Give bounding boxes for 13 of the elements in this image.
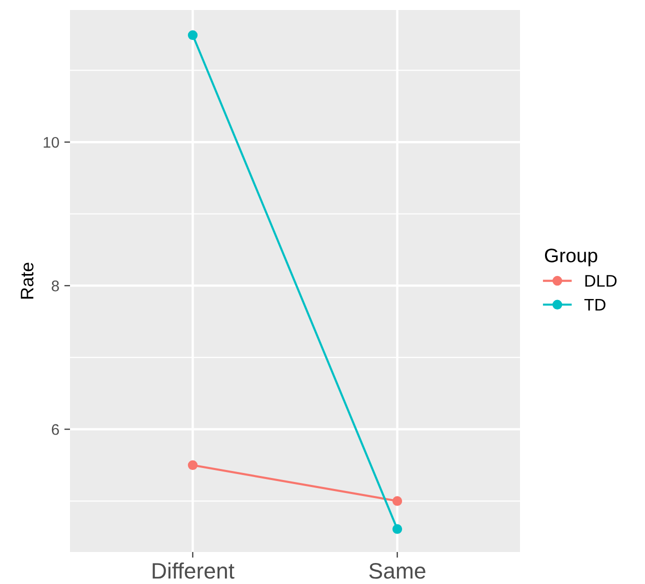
y-axis-title: Rate — [20, 262, 34, 299]
point — [392, 524, 402, 534]
y-tick-label: 6 — [52, 424, 59, 435]
legend-label: DLD — [585, 275, 617, 287]
y-tick-label: 8 — [52, 280, 59, 292]
y-tick-label: 10 — [44, 136, 59, 148]
point — [188, 30, 198, 40]
point — [392, 496, 402, 506]
legend-label: TD — [584, 299, 606, 310]
x-tick-label: Same — [369, 563, 426, 579]
legend-title: Group — [544, 248, 598, 266]
x-tick-label: Different — [152, 562, 234, 579]
point — [188, 460, 198, 470]
